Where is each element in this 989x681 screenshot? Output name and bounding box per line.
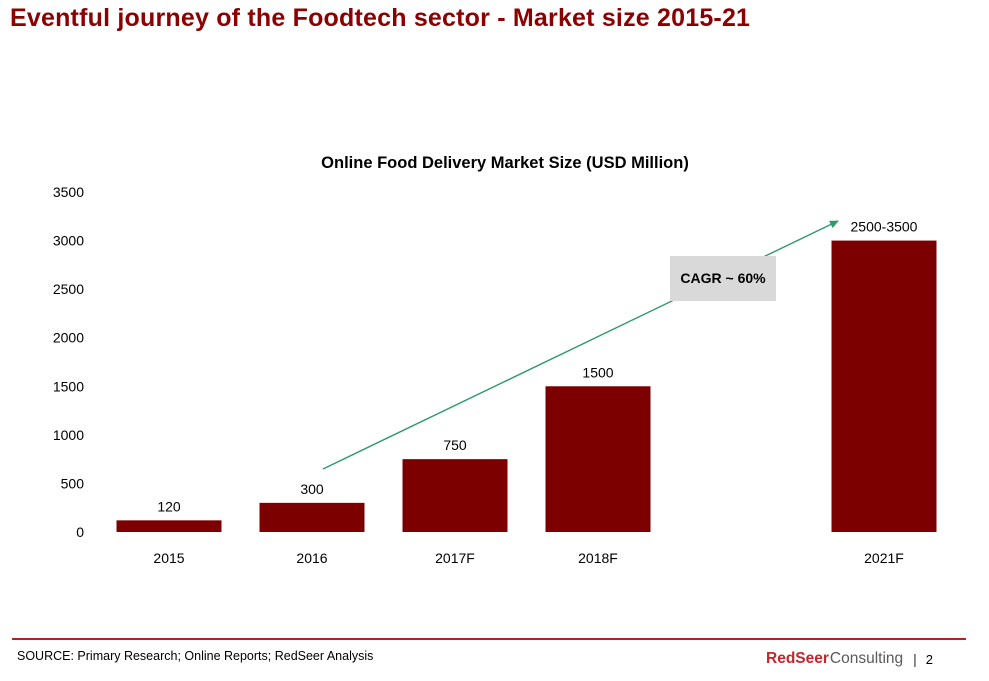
source-note: SOURCE: Primary Research; Online Reports… [17, 649, 374, 663]
data-label: 2500-3500 [851, 219, 918, 235]
bar-2016 [259, 502, 365, 532]
y-tick-label: 3500 [53, 184, 84, 200]
footer-divider [12, 638, 966, 640]
slide-title: Eventful journey of the Foodtech sector … [10, 4, 751, 32]
bar-2015 [116, 520, 222, 532]
x-tick-label: 2018F [578, 550, 618, 566]
x-tick-label: 2021F [864, 550, 904, 566]
x-tick-label: 2015 [153, 550, 184, 566]
data-labels-group: 120 300 750 1500 2500-3500 [157, 219, 917, 515]
data-label: 300 [300, 481, 324, 497]
footer-separator: | [913, 651, 917, 667]
bar-2017f [402, 459, 508, 532]
bars-group [116, 240, 937, 533]
data-label: 120 [157, 498, 181, 514]
y-tick-label: 3000 [53, 233, 84, 249]
x-tick-label: 2017F [435, 550, 475, 566]
y-tick-label: 2000 [53, 330, 84, 346]
data-label: 1500 [582, 364, 613, 380]
data-label: 750 [443, 437, 467, 453]
cagr-annotation: CAGR ~ 60% [322, 220, 839, 470]
cagr-callout-box [670, 256, 776, 301]
bar-2018f [545, 386, 651, 532]
y-tick-label: 2500 [53, 281, 84, 297]
page-number: 2 [925, 651, 934, 667]
y-axis: 0 500 1000 1500 2000 2500 3000 3500 [53, 184, 84, 540]
x-tick-label: 2016 [296, 550, 327, 566]
y-tick-label: 0 [76, 524, 84, 540]
y-tick-label: 500 [61, 475, 85, 491]
x-axis: 2015 2016 2017F 2018F 2021F [153, 550, 903, 566]
brand-name-red: RedSeer [766, 650, 829, 667]
cagr-label: CAGR ~ 60% [680, 270, 766, 286]
bar-2021f [831, 240, 937, 533]
brand-name-grey: Consulting [829, 650, 904, 667]
y-tick-label: 1000 [53, 427, 84, 443]
brand-logo: RedSeer Consulting | 2 [766, 647, 933, 671]
y-tick-label: 1500 [53, 378, 84, 394]
chart-title: Online Food Delivery Market Size (USD Mi… [321, 154, 689, 172]
